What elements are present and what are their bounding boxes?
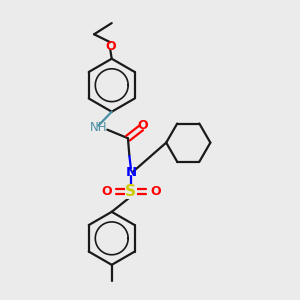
Text: S: S	[125, 184, 136, 199]
Text: NH: NH	[90, 122, 107, 134]
Text: N: N	[125, 166, 136, 178]
Text: O: O	[101, 185, 112, 198]
Text: O: O	[137, 119, 148, 132]
Text: O: O	[150, 185, 160, 198]
Text: O: O	[105, 40, 116, 52]
